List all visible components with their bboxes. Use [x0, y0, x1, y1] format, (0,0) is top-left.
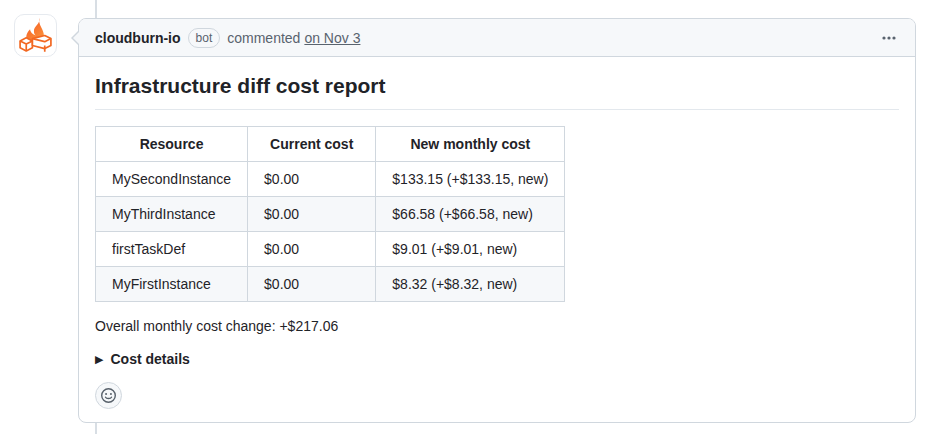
cloudburn-io-avatar[interactable] [14, 14, 57, 57]
comment-body: Infrastructure diff cost report Resource… [79, 57, 915, 425]
cell-new-monthly-cost: $133.15 (+$133.15, new) [376, 162, 565, 197]
cell-resource: MyFirstInstance [96, 267, 248, 302]
cell-current-cost: $0.00 [248, 232, 376, 267]
disclosure-triangle-icon: ▶ [95, 354, 103, 365]
cell-current-cost: $0.00 [248, 267, 376, 302]
cell-current-cost: $0.00 [248, 162, 376, 197]
flame-cubes-icon [17, 17, 54, 54]
add-reaction-button[interactable] [95, 382, 122, 409]
column-header-resource: Resource [96, 127, 248, 162]
cell-resource: firstTaskDef [96, 232, 248, 267]
cell-new-monthly-cost: $9.01 (+$9.01, new) [376, 232, 565, 267]
overall-cost-line: Overall monthly cost change: +$217.06 [95, 318, 899, 334]
table-header-row: Resource Current cost New monthly cost [96, 127, 565, 162]
cell-new-monthly-cost: $66.58 (+$66.58, new) [376, 197, 565, 232]
smiley-icon [100, 387, 117, 404]
cell-resource: MyThirdInstance [96, 197, 248, 232]
comment-card: cloudburn-io bot commented on Nov 3 Infr… [78, 18, 916, 423]
comment-caret [71, 30, 79, 46]
timestamp-link[interactable]: on Nov 3 [304, 30, 360, 46]
report-title: Infrastructure diff cost report [95, 73, 899, 110]
table-row: firstTaskDef $0.00 $9.01 (+$9.01, new) [96, 232, 565, 267]
table-row: MyThirdInstance $0.00 $66.58 (+$66.58, n… [96, 197, 565, 232]
cost-details-toggle[interactable]: ▶ Cost details [95, 351, 899, 367]
action-text: commented [227, 30, 300, 46]
comment-header: cloudburn-io bot commented on Nov 3 [79, 19, 915, 57]
cell-new-monthly-cost: $8.32 (+$8.32, new) [376, 267, 565, 302]
cost-details-label: Cost details [110, 351, 189, 367]
table-row: MySecondInstance $0.00 $133.15 (+$133.15… [96, 162, 565, 197]
column-header-current-cost: Current cost [248, 127, 376, 162]
kebab-menu-button[interactable] [877, 26, 901, 50]
table-row: MyFirstInstance $0.00 $8.32 (+$8.32, new… [96, 267, 565, 302]
kebab-horizontal-icon [881, 30, 897, 46]
cost-table: Resource Current cost New monthly cost M… [95, 126, 565, 302]
bot-badge: bot [188, 28, 221, 48]
cell-current-cost: $0.00 [248, 197, 376, 232]
cell-resource: MySecondInstance [96, 162, 248, 197]
author-link[interactable]: cloudburn-io [95, 30, 181, 46]
column-header-new-monthly-cost: New monthly cost [376, 127, 565, 162]
